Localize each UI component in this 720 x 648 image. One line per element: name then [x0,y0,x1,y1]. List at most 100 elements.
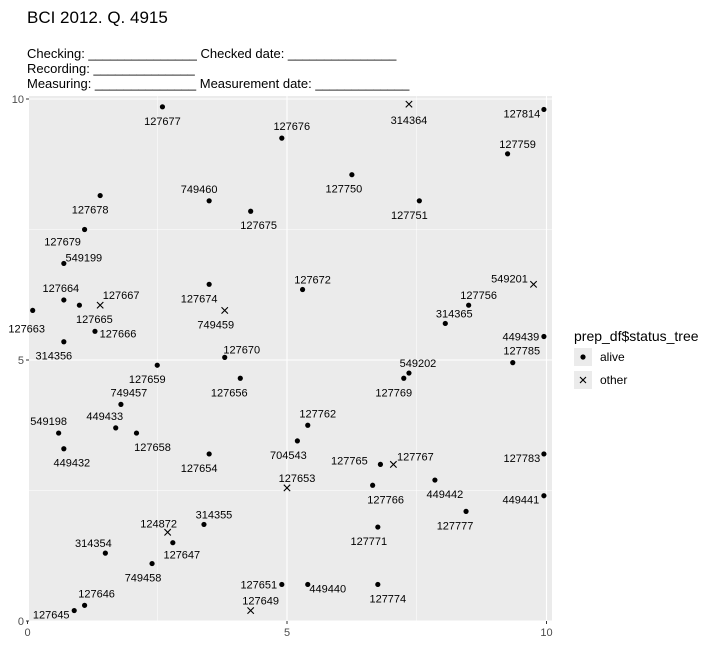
point-label-314354: 314354 [75,538,112,550]
point-label-749458: 749458 [125,573,162,585]
point-label-127783: 127783 [504,453,541,465]
point-127759 [504,151,511,157]
point-127656 [237,375,243,381]
point-label-127663: 127663 [8,323,45,335]
legend-key-other [579,376,587,384]
point-127675 [248,208,254,214]
plot-panel [29,96,552,621]
point-label-127665: 127665 [76,314,113,326]
point-127751 [416,198,422,204]
point-749457 [118,401,124,407]
point-label-127677: 127677 [144,116,181,128]
point-127756 [466,302,472,308]
point-127785 [510,360,516,366]
legend: prep_df$status_tree alive other [574,328,699,389]
point-449440 [305,581,311,588]
point-449432 [61,446,67,452]
point-127654 [206,451,212,457]
point-549198 [56,430,62,436]
x-tick-label: 0 [24,627,30,639]
point-label-704543: 704543 [270,450,307,462]
point-127672 [299,286,306,293]
point-label-127674: 127674 [181,293,218,305]
axis-ticks: 0 5 10 0 5 10 [12,94,553,639]
point-127667 [96,301,104,309]
legend-key-alive [580,354,586,360]
point-749459 [221,306,229,314]
point-label-314365: 314365 [436,308,473,320]
point-label-127670: 127670 [223,344,260,356]
point-label-127771: 127771 [350,536,387,548]
point-label-127666: 127666 [100,328,137,340]
point-314365 [442,320,448,327]
point-549199 [61,260,67,267]
point-127649 [247,606,255,615]
point-127750 [349,172,355,178]
point-label-127675: 127675 [240,220,277,232]
recording-line: Recording: ______________ [27,61,195,76]
point-704543 [294,438,300,444]
point-label-127651: 127651 [240,579,277,591]
point-449441 [541,493,547,499]
point-label-449432: 449432 [53,458,90,470]
point-127664 [61,297,67,303]
point-label-127672: 127672 [294,275,331,287]
point-127679 [81,226,88,233]
point-label-549202: 549202 [400,358,437,370]
point-127677 [159,104,166,110]
point-label-127751: 127751 [391,210,428,222]
point-label-127653: 127653 [279,473,316,485]
point-449442 [432,477,438,483]
point-127653 [283,484,291,492]
data-points [30,100,547,615]
point-label-549201: 549201 [491,273,528,285]
y-tick-label: 10 [12,94,24,106]
point-449439 [541,333,547,340]
legend-title: prep_df$status_tree [574,328,699,344]
point-314355 [201,521,207,528]
y-tick-label: 0 [18,616,24,628]
point-127663 [30,307,36,314]
point-127658 [133,430,140,436]
point-label-314355: 314355 [196,509,233,521]
x-tick-label: 5 [284,627,290,639]
point-label-127766: 127766 [367,494,404,506]
point-449433 [113,425,119,431]
point-549201 [529,280,538,288]
point-label-127750: 127750 [326,184,363,196]
point-314356 [61,339,67,345]
point-127666 [92,328,98,334]
point-label-127762: 127762 [299,408,336,420]
point-label-127647: 127647 [163,550,200,562]
point-127777 [463,508,469,514]
point-label-127645: 127645 [33,610,70,622]
point-label-127765: 127765 [331,455,368,467]
point-749460 [206,198,212,204]
point-label-127769: 127769 [375,387,412,399]
point-127665 [76,302,82,308]
point-124872 [164,528,172,536]
point-label-127667: 127667 [103,290,140,302]
point-127651 [279,581,285,588]
measuring-line: Measuring: ______________ Measurement da… [27,76,410,91]
point-label-314364: 314364 [391,115,428,127]
point-label-449440: 449440 [309,583,346,595]
y-tick-label: 5 [18,355,24,367]
point-127647 [170,540,176,546]
grid-lines [29,96,552,622]
point-label-549199: 549199 [65,252,102,264]
point-127659 [154,362,160,368]
point-label-127664: 127664 [42,283,79,295]
point-127676 [279,135,285,141]
point-749458 [149,560,155,567]
legend-label-alive: alive [600,350,625,364]
point-label-127654: 127654 [181,463,218,475]
point-127774 [375,581,381,588]
point-label-549198: 549198 [30,416,67,428]
point-127767 [389,460,397,468]
point-label-449439: 449439 [503,332,540,344]
point-label-127649: 127649 [242,596,279,608]
point-127645 [71,607,77,614]
point-314354 [102,550,108,556]
